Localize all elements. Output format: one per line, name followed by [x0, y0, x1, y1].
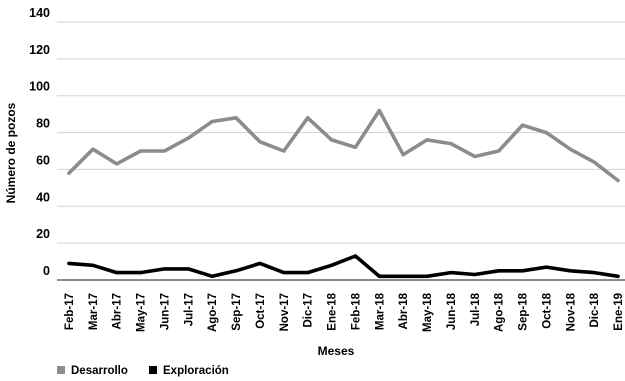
data-point [520, 269, 525, 273]
data-point [473, 154, 477, 159]
data-point [67, 171, 71, 175]
y-axis-title: Número de pozos [4, 102, 18, 203]
data-point [353, 145, 358, 149]
data-point [210, 274, 214, 278]
legend-swatch [57, 366, 65, 374]
x-tick-label: Dic-18 [589, 292, 601, 327]
x-tick-label: Jun-17 [159, 293, 171, 330]
x-tick-label: Dic-17 [303, 293, 315, 328]
data-point [258, 261, 262, 266]
x-tick-labels: Feb-17 Mar-17 Abr-17 May-17 Jun-17 Jul-17 Ago-… [64, 292, 625, 332]
data-point [186, 267, 190, 271]
data-point [258, 140, 262, 144]
data-point [449, 142, 453, 146]
y-tick-label: 80 [36, 117, 50, 131]
y-tick-label: 40 [36, 190, 50, 204]
data-point [616, 274, 620, 278]
x-tick-label: Feb-17 [64, 293, 76, 330]
x-tick-label: Jun-18 [446, 292, 458, 330]
data-point [139, 149, 143, 153]
data-point [568, 147, 572, 151]
data-point [91, 263, 95, 267]
data-point [234, 269, 238, 273]
data-point [139, 271, 143, 275]
data-point [91, 147, 95, 151]
data-point [186, 136, 190, 140]
data-point [329, 263, 334, 267]
data-point [473, 272, 477, 277]
data-point [425, 138, 429, 142]
data-point [497, 269, 501, 273]
y-tick-label: 60 [36, 153, 50, 167]
x-tick-label: Sep-17 [231, 293, 243, 331]
data-point [544, 130, 548, 135]
data-point [353, 254, 358, 258]
data-point [568, 269, 572, 273]
data-point [306, 271, 310, 275]
legend: Desarrollo Exploración [57, 365, 229, 377]
data-point [497, 149, 501, 153]
data-point [210, 119, 214, 124]
legend-label: Exploración [163, 365, 229, 377]
x-tick-label: May-17 [136, 293, 148, 332]
data-point [329, 138, 334, 142]
x-tick-label: Oct-17 [255, 293, 267, 329]
y-tick-label: 0 [43, 264, 50, 278]
data-point [67, 261, 71, 266]
x-tick-label: Oct-18 [541, 292, 553, 328]
data-point [616, 178, 620, 183]
data-point [306, 116, 310, 120]
data-point [282, 271, 286, 275]
series-line-exploracion [67, 254, 620, 279]
x-tick-label: Mar-18 [374, 292, 386, 330]
data-point [115, 162, 119, 166]
data-point [592, 160, 596, 164]
data-point [162, 149, 167, 153]
data-point [401, 153, 405, 157]
x-tick-label: Ago-18 [494, 292, 506, 332]
series-lines [67, 108, 620, 279]
data-point [377, 108, 381, 113]
x-tick-label: Ene-19 [613, 293, 625, 331]
data-point [162, 267, 167, 271]
series-line-desarrollo [67, 108, 620, 183]
y-tick-labels: 0 20 40 60 80 100 120 140 [29, 6, 50, 278]
y-tick-label: 100 [29, 80, 50, 94]
x-tick-label: Abr-17 [112, 293, 124, 329]
x-tick-label: Ago-17 [207, 293, 219, 332]
data-point [520, 123, 525, 127]
data-point [115, 271, 119, 275]
data-point [425, 274, 429, 278]
x-axis-title: Meses [318, 344, 355, 358]
y-tick-label: 20 [36, 227, 50, 241]
data-point [449, 271, 453, 275]
x-tick-label: Abr-18 [398, 292, 410, 329]
x-tick-label: Sep-18 [518, 292, 530, 330]
data-point [282, 149, 286, 153]
x-tick-label: Jul-18 [470, 292, 482, 326]
data-point [544, 265, 548, 269]
x-tick-label: Ene-18 [327, 292, 339, 330]
x-tick-label: Mar-17 [88, 293, 100, 330]
gridlines [57, 21, 625, 281]
legend-swatch [149, 366, 157, 374]
x-tick-label: Nov-18 [565, 292, 577, 331]
data-point [592, 271, 596, 275]
data-point [377, 274, 381, 278]
x-tick-label: Feb-18 [350, 292, 362, 330]
legend-label: Desarrollo [71, 365, 128, 377]
data-point [234, 116, 238, 120]
data-point [401, 274, 405, 278]
x-tick-label: Jul-17 [183, 293, 195, 326]
y-tick-label: 120 [29, 43, 50, 57]
x-tick-label: May-18 [422, 292, 434, 332]
y-tick-label: 140 [29, 6, 50, 20]
x-tick-label: Nov-17 [279, 293, 291, 331]
